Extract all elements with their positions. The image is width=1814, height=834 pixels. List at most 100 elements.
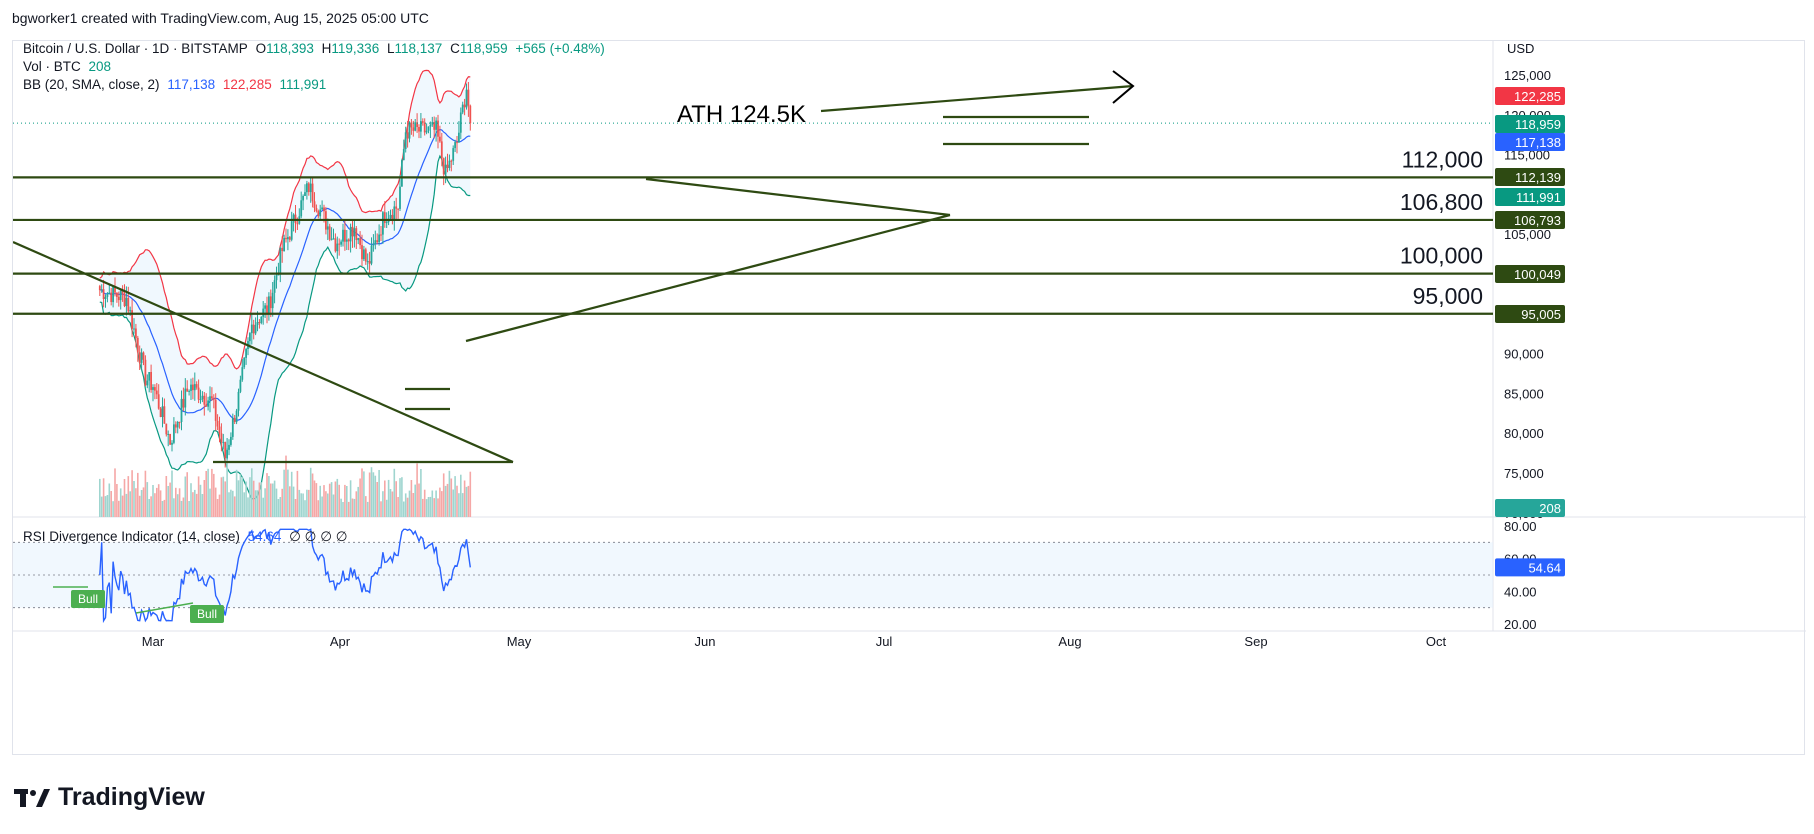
- date-tick: May: [507, 634, 532, 649]
- volume-bar: [346, 486, 348, 517]
- candle-body: [334, 238, 337, 252]
- candle-body: [112, 286, 114, 303]
- volume-bar: [220, 477, 223, 517]
- candle-body: [108, 292, 111, 294]
- candle-body: [349, 226, 352, 242]
- volume-bar: [416, 463, 418, 517]
- candle-body: [404, 132, 407, 149]
- volume-bar: [357, 486, 359, 517]
- volume-bar: [249, 477, 251, 517]
- volume-bar: [243, 492, 245, 517]
- candle-body: [306, 183, 308, 193]
- volume-bar: [258, 482, 261, 517]
- candle-body: [205, 404, 208, 407]
- candle-body: [148, 372, 151, 381]
- volume-bar: [226, 448, 228, 517]
- legend-bb-lower: 111,991: [279, 77, 327, 92]
- ath-arrow-line[interactable]: [820, 84, 1134, 113]
- chart-canvas[interactable]: 112,000 106,800 100,000 95,000 ATH 124.5K Bul…: [13, 41, 1806, 756]
- volume-bar: [129, 491, 131, 517]
- candle-body: [351, 226, 354, 237]
- candle-body: [391, 214, 394, 220]
- candle-body: [237, 391, 240, 411]
- candle-body: [364, 249, 367, 262]
- legend-rsi-value: 54.64: [247, 529, 282, 544]
- candle-body: [231, 417, 234, 437]
- volume-bar: [241, 477, 244, 517]
- volume-bar: [167, 486, 169, 517]
- candle-body: [429, 124, 432, 127]
- volume-bar: [135, 488, 137, 517]
- candle-body: [190, 384, 192, 391]
- candle-body: [186, 388, 189, 392]
- descending-resistance-line[interactable]: [645, 177, 951, 217]
- legend-close-label: C: [450, 41, 460, 56]
- candle-body: [340, 241, 342, 245]
- volume-bar: [270, 483, 272, 517]
- volume-bar: [163, 499, 166, 517]
- volume-bar: [152, 485, 154, 517]
- volume-bar: [123, 479, 126, 517]
- candle-body: [420, 121, 422, 132]
- candle-body: [121, 290, 124, 294]
- candle-body: [283, 237, 285, 252]
- volume-bar: [277, 499, 280, 517]
- bull-label: Bull: [78, 592, 98, 606]
- candle-body: [366, 261, 369, 263]
- candle-body: [374, 240, 377, 245]
- date-tick: Oct: [1426, 634, 1447, 649]
- tradingview-logo[interactable]: TradingView: [14, 783, 205, 812]
- date-tick: Jun: [695, 634, 716, 649]
- price-badge: 112,139: [1515, 170, 1561, 185]
- price-tick: 75,000: [1504, 466, 1544, 481]
- volume-bar: [344, 484, 346, 517]
- candle-body: [192, 384, 194, 391]
- volume-bar: [355, 491, 358, 517]
- candle-body: [252, 324, 255, 334]
- legend-symbol[interactable]: Bitcoin / U.S. Dollar · 1D · BITSTAMP: [23, 41, 248, 56]
- volume-bar: [203, 480, 206, 517]
- candle-body: [338, 243, 341, 245]
- volume-bar: [230, 489, 232, 517]
- price-badge: 118,959: [1515, 117, 1561, 132]
- legend-bb: BB (20, SMA, close, 2) 117,138 122,285 1…: [23, 77, 330, 92]
- volume-bar: [338, 484, 340, 517]
- candle-body: [401, 160, 403, 187]
- candle-body: [463, 104, 466, 108]
- volume-bar: [469, 471, 472, 517]
- volume-bar: [403, 501, 405, 517]
- candle-body: [323, 207, 325, 212]
- volume-bar: [418, 483, 420, 517]
- legend-rsi-label[interactable]: RSI Divergence Indicator (14, close): [23, 529, 240, 544]
- downtrend-line[interactable]: [13, 240, 514, 464]
- legend-vol-label[interactable]: Vol · BTC: [23, 59, 81, 74]
- volume-bar: [157, 484, 160, 517]
- candle-body: [448, 160, 451, 168]
- legend-bb-label[interactable]: BB (20, SMA, close, 2): [23, 77, 160, 92]
- volume-bar: [414, 484, 416, 517]
- volume-bar: [201, 494, 204, 517]
- volume-bar: [446, 483, 449, 517]
- volume-bar: [207, 468, 209, 517]
- legend-bb-basis: 117,138: [167, 77, 216, 92]
- volume-bar: [190, 483, 192, 517]
- candle-body: [173, 424, 175, 443]
- candle-body: [397, 208, 399, 210]
- volume-bar: [437, 498, 439, 517]
- volume-bar: [378, 470, 380, 517]
- level-label: 100,000: [1400, 243, 1483, 269]
- price-tick: 115,000: [1504, 148, 1550, 163]
- volume-bar: [450, 478, 453, 517]
- volume-bar: [412, 493, 415, 517]
- volume-bar: [340, 498, 342, 517]
- ascending-support-line[interactable]: [465, 213, 951, 343]
- candle-body: [144, 359, 147, 386]
- candle-body: [266, 305, 268, 313]
- price-badge: 117,138: [1515, 135, 1561, 150]
- candle-body: [353, 228, 356, 237]
- candle-body: [442, 158, 445, 175]
- candle-body: [176, 422, 179, 428]
- volume-bar: [406, 497, 409, 517]
- volume-bar: [150, 496, 152, 517]
- price-badge-bg: [1495, 499, 1565, 517]
